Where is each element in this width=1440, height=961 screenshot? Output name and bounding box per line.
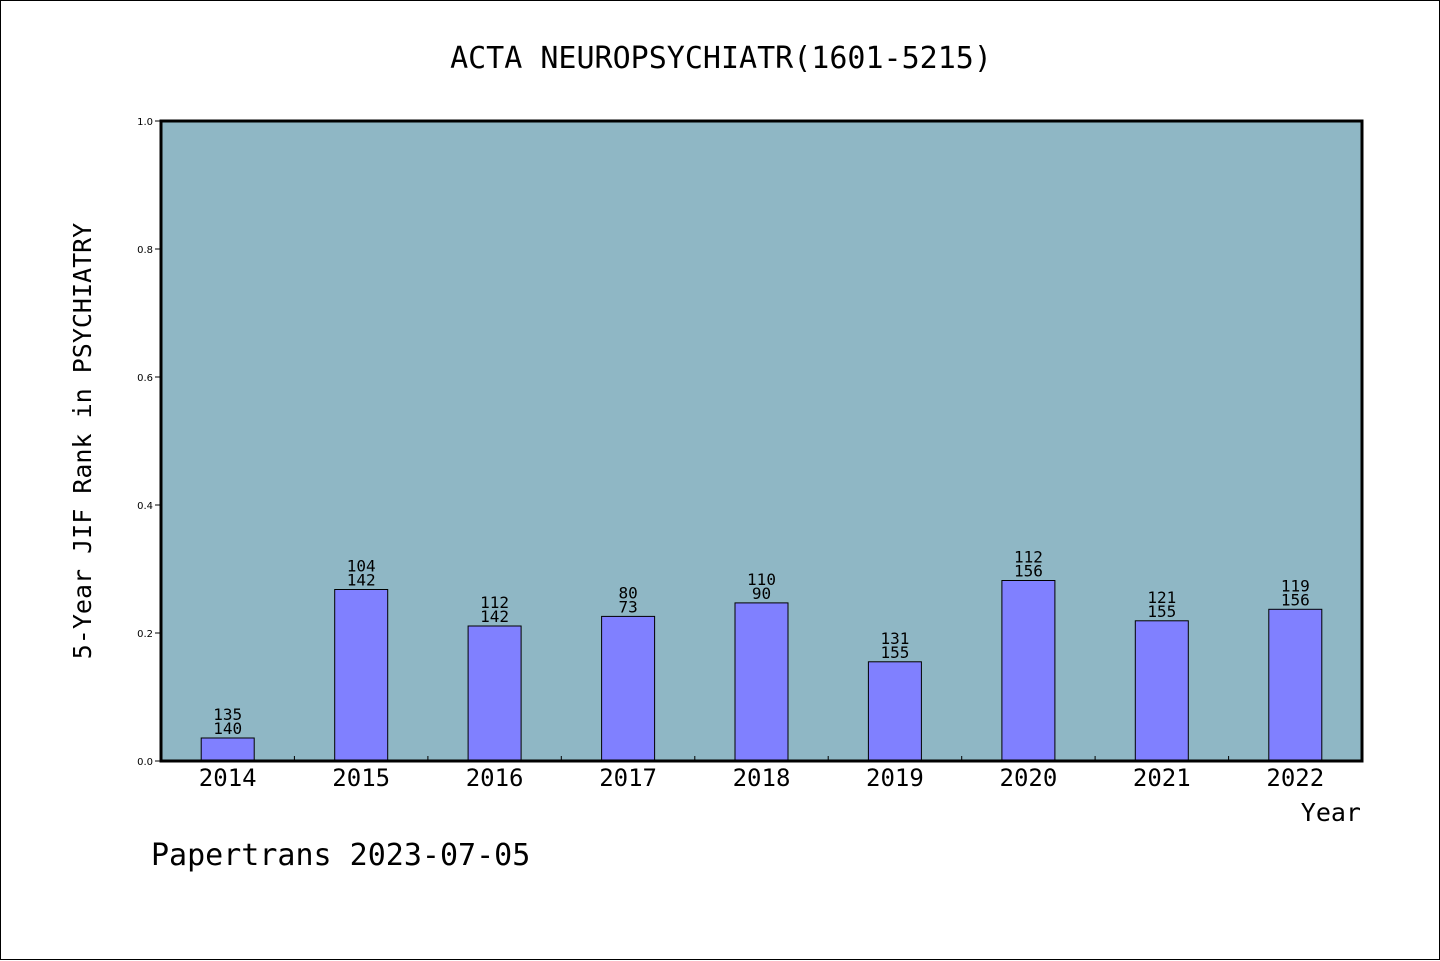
bar-total-label: 140	[213, 719, 242, 738]
y-tick-label: 0.6	[137, 373, 153, 384]
bar-labels: 1351401041421121428073110901311551121561…	[213, 548, 1310, 739]
bar-total-label: 142	[480, 607, 509, 626]
bar-total-label: 156	[1014, 562, 1043, 581]
bar-rank-label: 112	[1014, 548, 1043, 567]
bar-2014	[200, 737, 255, 762]
bar-rank-label: 131	[880, 629, 909, 648]
bar-total-label: 155	[1147, 602, 1176, 621]
bar-rank-label: 119	[1281, 576, 1310, 595]
x-tick-label: 2015	[332, 764, 390, 792]
y-axis-ticks: 0.0 0.2 0.4 0.6 0.8 1.0	[137, 117, 161, 768]
y-tick-label: 0.8	[137, 245, 153, 256]
chart-title: ACTA NEUROPSYCHIATR(1601-5215)	[450, 41, 992, 76]
footer-credit: Papertrans 2023-07-05	[151, 838, 530, 873]
y-tick-label: 1.0	[137, 117, 153, 128]
x-tick-label: 2022	[1266, 764, 1324, 792]
x-tick-label: 2014	[199, 764, 257, 792]
x-axis-label: Year	[1301, 798, 1361, 827]
x-tick-label: 2020	[1000, 764, 1058, 792]
bar-rank-label: 110	[747, 570, 776, 589]
x-tick-label: 2019	[866, 764, 924, 792]
x-tick-label: 2018	[733, 764, 791, 792]
bar-2017	[601, 615, 656, 762]
y-axis-label: 5-Year JIF Rank in PSYCHIATRY	[68, 223, 97, 660]
bar-2018	[734, 602, 789, 762]
x-tick-label: 2016	[466, 764, 524, 792]
bar-2016	[467, 625, 522, 762]
bar-2019	[867, 661, 922, 762]
x-tick-label: 2021	[1133, 764, 1191, 792]
bar-2015	[334, 589, 389, 762]
bar-2020	[1001, 580, 1056, 762]
bar-rank-label: 112	[480, 593, 509, 612]
bar-rank-label: 135	[213, 705, 242, 724]
bar-total-label: 155	[880, 643, 909, 662]
bar-total-label: 73	[618, 597, 637, 616]
plot-border	[159, 119, 1364, 763]
bar-total-label: 142	[347, 571, 376, 590]
y-tick-label: 0.4	[137, 501, 153, 512]
y-tick-label: 0.0	[137, 757, 153, 768]
bars	[200, 580, 1323, 762]
x-axis-ticks: 2014 2015 2016 2017 2018 2019 2020 2021 2022	[199, 756, 1324, 792]
bar-rank-label: 121	[1147, 588, 1176, 607]
bar-2021	[1134, 620, 1189, 762]
bar-rank-label: 104	[347, 557, 376, 576]
bar-total-label: 156	[1281, 590, 1310, 609]
bar-2022	[1268, 608, 1323, 762]
x-tick-label: 2017	[599, 764, 657, 792]
bar-total-label: 90	[752, 584, 771, 603]
bar-rank-label: 80	[618, 583, 637, 602]
y-tick-label: 0.2	[137, 629, 153, 640]
